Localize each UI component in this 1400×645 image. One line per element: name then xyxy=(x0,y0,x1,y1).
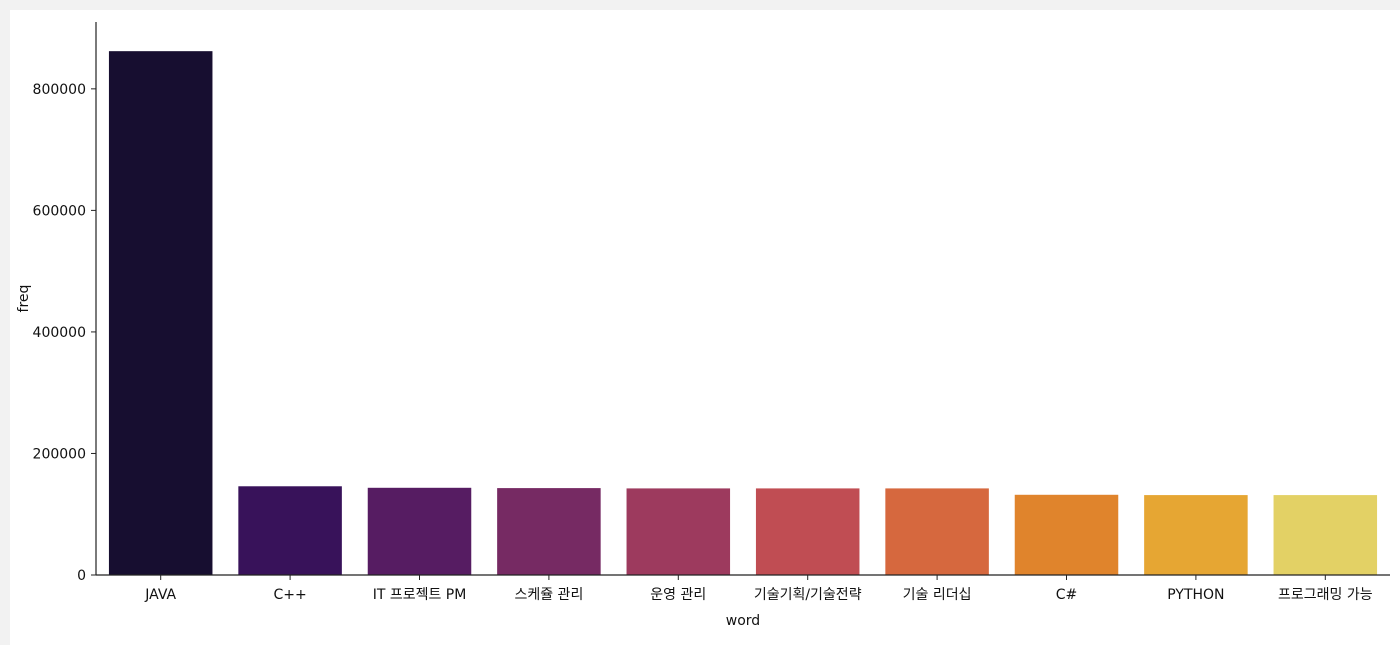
x-tick-label: IT 프로젝트 PM xyxy=(373,587,467,603)
y-tick-label: 600000 xyxy=(33,203,86,219)
bar-5 xyxy=(755,488,860,575)
bar-4 xyxy=(626,488,731,575)
y-axis: 0 200000 400000 600000 800000 xyxy=(33,22,97,584)
y-tick-label: 800000 xyxy=(33,82,86,98)
bar-7 xyxy=(1014,494,1119,575)
x-tick-label: C# xyxy=(1056,587,1078,603)
bar-8 xyxy=(1144,495,1248,575)
bar-0 xyxy=(108,51,213,575)
x-axis-label: word xyxy=(726,613,760,629)
bars-group xyxy=(108,51,1378,575)
bar-chart: 0 200000 400000 600000 800000 JAVA C++ IT 프로젝트… xyxy=(16,22,1390,629)
bar-1 xyxy=(238,486,342,575)
x-tick-label: JAVA xyxy=(144,587,176,603)
bar-3 xyxy=(497,488,601,575)
x-tick-label: PYTHON xyxy=(1167,587,1224,603)
y-tick-label: 0 xyxy=(77,568,86,584)
bar-9 xyxy=(1273,495,1378,575)
x-tick-label: 운영 관리 xyxy=(650,587,706,603)
bar-6 xyxy=(885,488,989,575)
x-tick-label: 프로그래밍 가능 xyxy=(1278,587,1373,603)
x-tick-label: C++ xyxy=(273,587,306,603)
x-tick-label: 기술기획/기술전략 xyxy=(754,587,862,603)
y-tick-label: 200000 xyxy=(33,446,86,462)
x-tick-label: 스케쥴 관리 xyxy=(514,587,583,603)
x-tick-label: 기술 리더십 xyxy=(903,587,972,603)
bar-2 xyxy=(367,487,472,575)
x-axis: JAVA C++ IT 프로젝트 PM 스케쥴 관리 운영 관리 기술기획/기술전략 기술 … xyxy=(96,574,1390,603)
y-axis-label: freq xyxy=(16,285,32,313)
y-tick-label: 400000 xyxy=(33,325,86,341)
chart-frame: 0 200000 400000 600000 800000 JAVA C++ IT 프로젝트… xyxy=(10,10,1400,645)
